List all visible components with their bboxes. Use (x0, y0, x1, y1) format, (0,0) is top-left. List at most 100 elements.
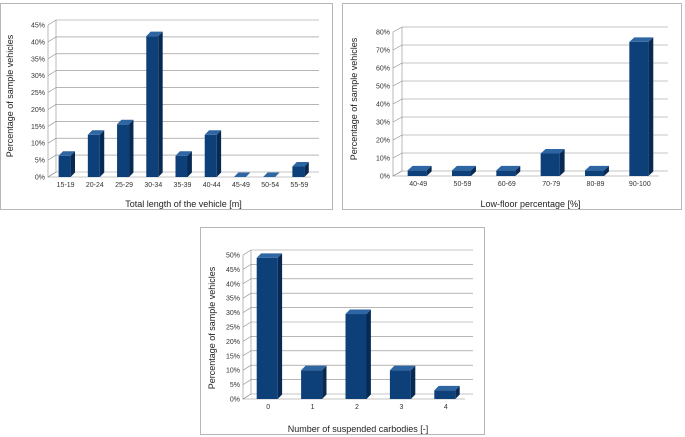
gridline (392, 170, 668, 177)
bar-side (559, 149, 565, 176)
gridlines (392, 26, 668, 177)
x-tick-label: 80-89 (587, 181, 605, 188)
bar-top (233, 172, 251, 177)
gridlines (47, 19, 319, 178)
y-tick-label: 25% (226, 325, 240, 332)
bar (434, 385, 460, 399)
bar-side (216, 130, 222, 177)
y-axis-title: Percentage of sample vehicles (349, 37, 359, 160)
x-tick-label: 50-54 (261, 182, 279, 189)
bar-top (204, 130, 222, 135)
y-tick-label: 20% (376, 138, 390, 145)
bar-top (58, 151, 76, 156)
gridline (47, 104, 319, 110)
bar-top (263, 172, 280, 177)
y-tick-label: 30% (376, 120, 390, 127)
x-tick-label: 20-24 (86, 182, 104, 189)
y-tick-label: 50% (226, 253, 240, 260)
x-tick-label: 55-59 (290, 182, 308, 189)
y-axis-title: Percentage of sample vehicles (207, 266, 217, 389)
bar-side (604, 165, 609, 176)
y-tick-label: 35% (226, 296, 240, 303)
bar (345, 309, 371, 399)
bars (58, 31, 309, 177)
bar-front (117, 124, 130, 177)
x-tick-label: 35-39 (174, 182, 192, 189)
gridline (242, 364, 473, 371)
bar (292, 162, 309, 177)
bar (146, 31, 163, 177)
bar (87, 130, 105, 177)
y-tick-label: 0% (380, 174, 390, 181)
gridline (242, 249, 473, 256)
y-tick-label: 60% (376, 66, 390, 73)
x-tick-labels: 0 1 2 3 4 (266, 404, 448, 411)
y-tick-label: 30% (226, 310, 240, 317)
gridlines (242, 249, 473, 400)
x-tick-label: 50-59 (454, 181, 472, 188)
gridline (242, 292, 473, 299)
bar-side (366, 309, 371, 399)
bar-front (292, 166, 305, 177)
bar-front (146, 36, 159, 177)
bar-top (629, 37, 654, 42)
x-tick-label: 40-49 (409, 181, 427, 188)
y-tick-labels: 0% 10% 20% 30% 40% 50% 60% 70% 80% (376, 30, 390, 181)
x-tick-label: 70-79 (542, 181, 560, 188)
bar-side (471, 165, 476, 176)
y-tick-label: 30% (31, 73, 45, 80)
y-tick-label: 10% (376, 156, 390, 163)
bar-front (434, 390, 456, 399)
gridline (47, 87, 319, 93)
gridline (242, 278, 473, 285)
bar-top (585, 165, 609, 171)
gridline (242, 307, 473, 313)
y-tick-label: 45% (31, 23, 45, 30)
bar-side (426, 165, 432, 176)
bar-front (629, 41, 649, 177)
bar-top (117, 119, 134, 125)
y-tick-label: 40% (226, 281, 240, 288)
x-axis-title: Low-floor percentage [%] (480, 199, 580, 209)
x-tick-label: 60-69 (498, 181, 516, 188)
bar-side (129, 119, 134, 177)
gridline (242, 336, 473, 342)
gridline (47, 154, 319, 161)
bar-side (410, 365, 416, 399)
gridline (392, 26, 668, 33)
x-tick-label: 45-49 (232, 182, 250, 189)
bar-top (146, 31, 163, 37)
bar (301, 365, 327, 399)
bar (540, 149, 565, 176)
x-tick-labels: 15-19 20-24 25-29 30-34 35-39 40-44 45-49 50-54… (57, 182, 309, 189)
bar (452, 165, 476, 176)
gridline (242, 350, 473, 357)
gridline (242, 321, 473, 328)
y-tick-label: 5% (230, 382, 240, 389)
y-tick-label: 0% (230, 397, 240, 404)
bar-front (58, 155, 71, 177)
bar-top (452, 165, 476, 171)
gridline (392, 134, 668, 141)
y-tick-label: 45% (226, 267, 240, 274)
x-tick-label: 0 (266, 404, 270, 411)
y-tick-label: 15% (226, 353, 240, 360)
x-tick-label: 2 (355, 404, 359, 411)
bar (496, 165, 521, 176)
bar-side (455, 385, 460, 399)
x-tick-label: 40-44 (203, 182, 221, 189)
bar-front (452, 170, 471, 176)
gridline (47, 121, 319, 127)
x-tick-labels: 40-49 50-59 60-69 70-79 80-89 90-100 (409, 181, 651, 188)
bar-top (175, 151, 192, 156)
y-tick-label: 10% (226, 368, 240, 375)
bar-top (389, 365, 416, 371)
gridline (47, 171, 319, 178)
y-tick-label: 70% (376, 48, 390, 55)
bar-front (496, 170, 516, 176)
gridline (47, 19, 319, 26)
bar-side (515, 165, 521, 176)
gridline (392, 116, 668, 123)
gridline (242, 264, 473, 270)
bar-front (389, 370, 411, 399)
